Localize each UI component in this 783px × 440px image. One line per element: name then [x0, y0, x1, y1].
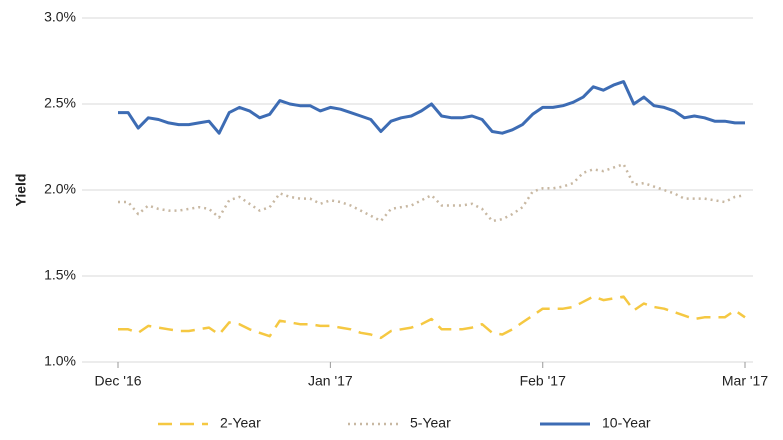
x-tick-label: Dec '16	[94, 373, 141, 389]
y-tick-label: 2.0%	[44, 181, 76, 197]
x-tick-label: Mar '17	[722, 373, 768, 389]
y-tick-label: 2.5%	[44, 95, 76, 111]
y-axis-label: Yield	[13, 174, 29, 207]
series-line	[118, 162, 746, 223]
series-line	[118, 80, 745, 135]
legend-label: 5-Year	[410, 415, 451, 431]
y-tick-label: 1.5%	[44, 267, 76, 283]
y-tick-label: 1.0%	[44, 353, 76, 369]
series-line	[118, 295, 746, 340]
legend-label: 10-Year	[602, 415, 651, 431]
x-tick-label: Feb '17	[520, 373, 566, 389]
x-tick-label: Jan '17	[308, 373, 353, 389]
y-tick-label: 3.0%	[44, 9, 76, 25]
legend-label: 2-Year	[220, 415, 261, 431]
